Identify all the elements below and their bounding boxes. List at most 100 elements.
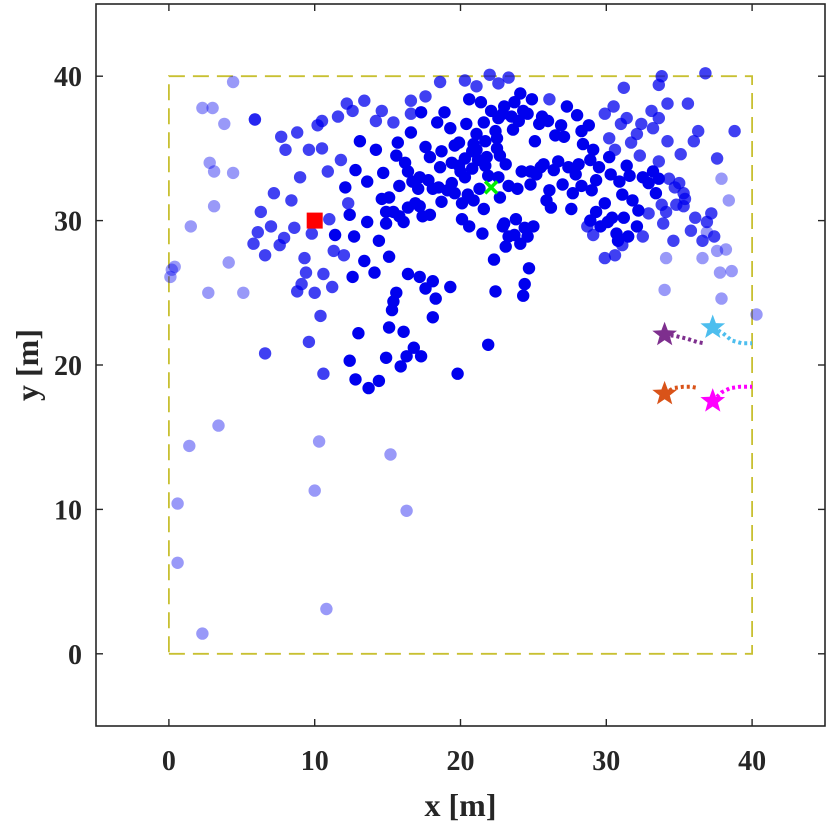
particle-point: [576, 137, 590, 151]
particle-point: [432, 181, 445, 194]
particle-point: [438, 106, 451, 119]
particle-point: [719, 243, 733, 256]
trajectory-trail: [664, 332, 705, 346]
particle-point: [422, 174, 435, 187]
particle-point: [659, 251, 673, 265]
particle-point: [183, 439, 196, 453]
particle-point: [722, 194, 735, 207]
particle-point: [398, 156, 412, 169]
particle-point: [713, 266, 727, 279]
particle-point: [608, 143, 622, 156]
particle-point: [317, 367, 330, 380]
particle-point: [298, 251, 311, 265]
particle-point: [291, 126, 304, 139]
particle-point: [400, 504, 413, 517]
particle-point: [331, 110, 345, 123]
particle-point: [512, 114, 525, 128]
particle-point: [482, 169, 495, 182]
particle-point: [655, 70, 668, 83]
particle-point: [314, 309, 327, 323]
particle-point: [202, 286, 215, 299]
particle-point: [293, 171, 307, 184]
particle-point: [518, 277, 531, 291]
particle-point: [482, 338, 495, 351]
particle-point: [471, 153, 485, 167]
x-tick-label: 40: [738, 746, 766, 777]
particle-point: [312, 435, 326, 448]
particle-point: [502, 230, 515, 243]
particle-point: [379, 351, 393, 364]
particle-point: [569, 168, 582, 181]
particle-point: [288, 221, 301, 234]
particle-point: [496, 220, 509, 233]
particle-point: [337, 249, 351, 262]
particle-point: [626, 194, 639, 207]
particle-point: [473, 182, 486, 195]
star-marker: [652, 380, 677, 405]
particle-point: [514, 87, 527, 100]
particle-point: [401, 267, 415, 281]
particle-point: [372, 374, 386, 388]
particle-point: [508, 96, 521, 109]
particle-point: [565, 202, 578, 216]
star-marker: [700, 388, 726, 412]
particle-point: [218, 117, 231, 131]
y-tick-label: 0: [68, 640, 82, 671]
particle-point: [477, 116, 490, 129]
particle-point: [696, 234, 709, 247]
particle-point: [433, 75, 447, 89]
particle-point: [397, 325, 410, 338]
particle-point: [305, 227, 318, 240]
particle-point: [275, 130, 288, 143]
star-marker: [652, 321, 677, 346]
particle-point: [592, 161, 606, 174]
particle-point: [570, 109, 584, 122]
particle-point: [226, 166, 240, 180]
particle-point: [368, 266, 381, 279]
particle-point: [493, 191, 507, 204]
particle-point: [458, 74, 472, 87]
particle-layer: [164, 67, 763, 640]
particle-point: [750, 308, 763, 321]
particle-point: [649, 187, 663, 200]
particle-point: [361, 175, 374, 188]
particle-point: [661, 135, 674, 148]
particle-point: [342, 197, 355, 210]
particle-point: [696, 251, 709, 265]
particle-point: [584, 153, 597, 167]
particle-point: [248, 113, 262, 126]
particle-point: [165, 263, 178, 276]
x-tick-label: 20: [447, 746, 475, 777]
particle-point: [661, 97, 674, 110]
particle-point: [435, 195, 448, 208]
particle-point: [452, 136, 466, 149]
particle-point: [483, 68, 496, 82]
particle-point: [492, 77, 505, 90]
particle-point: [264, 220, 278, 233]
particle-point: [196, 101, 209, 115]
particle-point: [556, 178, 569, 191]
particle-point: [515, 165, 528, 178]
particle-point: [321, 165, 334, 178]
particle-point: [463, 93, 476, 106]
particle-point: [557, 130, 571, 143]
particle-point: [353, 135, 367, 148]
particle-point: [525, 93, 539, 106]
particle-point: [466, 145, 479, 158]
particle-point: [527, 220, 540, 233]
x-axis-label: x [m]: [425, 787, 497, 823]
particle-point: [431, 116, 444, 129]
particle-point: [689, 211, 702, 224]
particle-point: [509, 213, 523, 226]
particle-point: [598, 251, 611, 265]
particle-point: [391, 136, 404, 149]
particle-point: [413, 270, 426, 284]
particle-point: [315, 142, 329, 155]
particle-point: [277, 231, 291, 245]
particle-point: [384, 448, 397, 461]
particle-point: [528, 135, 542, 148]
particle-point: [613, 175, 626, 188]
particle-point: [361, 215, 374, 229]
particle-point: [423, 150, 437, 164]
particle-point: [382, 250, 396, 263]
